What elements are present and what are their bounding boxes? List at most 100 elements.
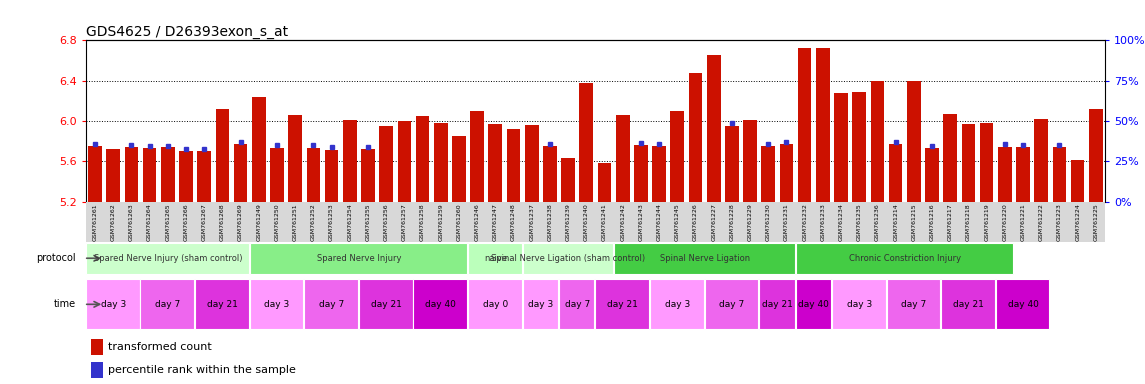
Text: day 40: day 40 bbox=[425, 300, 456, 309]
Text: GSM761224: GSM761224 bbox=[1075, 204, 1080, 242]
Text: GSM761253: GSM761253 bbox=[329, 204, 334, 242]
Bar bbox=[962, 124, 976, 202]
Bar bbox=[706, 55, 720, 202]
Text: GSM761235: GSM761235 bbox=[856, 204, 862, 242]
Bar bbox=[614, 243, 795, 274]
Bar bbox=[468, 280, 522, 329]
Bar bbox=[616, 115, 630, 202]
Bar bbox=[434, 123, 448, 202]
Bar bbox=[342, 120, 356, 202]
Bar bbox=[289, 115, 302, 202]
Bar bbox=[106, 149, 120, 202]
Text: GSM761234: GSM761234 bbox=[838, 204, 844, 242]
Text: GSM761247: GSM761247 bbox=[492, 204, 498, 242]
Text: Spared Nerve Injury: Spared Nerve Injury bbox=[316, 254, 401, 263]
Text: time: time bbox=[54, 299, 76, 310]
Text: Chronic Constriction Injury: Chronic Constriction Injury bbox=[848, 254, 961, 263]
Bar bbox=[1034, 119, 1048, 202]
Text: GSM761257: GSM761257 bbox=[402, 204, 406, 242]
Text: day 40: day 40 bbox=[1008, 300, 1039, 309]
Text: GSM761269: GSM761269 bbox=[238, 204, 243, 242]
Bar bbox=[141, 280, 195, 329]
Bar bbox=[270, 148, 284, 202]
Bar bbox=[305, 280, 358, 329]
Text: GSM761248: GSM761248 bbox=[511, 204, 516, 242]
Text: GSM761262: GSM761262 bbox=[111, 204, 116, 242]
Text: day 3: day 3 bbox=[101, 300, 126, 309]
Bar bbox=[543, 146, 556, 202]
Bar bbox=[780, 144, 793, 202]
Bar bbox=[998, 147, 1012, 202]
Text: GSM761215: GSM761215 bbox=[911, 204, 916, 241]
Bar bbox=[559, 280, 594, 329]
Text: GSM761226: GSM761226 bbox=[693, 204, 698, 242]
Text: day 3: day 3 bbox=[846, 300, 871, 309]
Bar bbox=[507, 129, 520, 202]
Bar bbox=[234, 144, 247, 202]
Text: GSM761229: GSM761229 bbox=[748, 204, 752, 242]
Text: GSM761254: GSM761254 bbox=[347, 204, 353, 242]
Bar bbox=[725, 126, 739, 202]
Bar bbox=[761, 146, 775, 202]
Text: GSM761227: GSM761227 bbox=[711, 204, 716, 242]
Text: day 3: day 3 bbox=[264, 300, 290, 309]
Bar bbox=[90, 339, 103, 355]
Text: GSM761233: GSM761233 bbox=[820, 204, 826, 242]
Bar bbox=[250, 280, 303, 329]
Text: GSM761214: GSM761214 bbox=[893, 204, 898, 242]
Bar bbox=[358, 280, 412, 329]
Text: GSM761259: GSM761259 bbox=[439, 204, 443, 242]
Bar bbox=[870, 81, 884, 202]
Bar bbox=[250, 243, 467, 274]
Bar bbox=[561, 158, 575, 202]
Bar bbox=[86, 243, 248, 274]
Text: GSM761252: GSM761252 bbox=[310, 204, 316, 242]
Bar bbox=[925, 148, 939, 202]
Bar bbox=[832, 280, 885, 329]
Bar bbox=[325, 150, 339, 202]
Bar bbox=[215, 109, 229, 202]
Text: day 21: day 21 bbox=[761, 300, 792, 309]
Text: day 7: day 7 bbox=[564, 300, 590, 309]
Bar bbox=[816, 48, 830, 202]
Bar bbox=[524, 125, 538, 202]
Text: day 21: day 21 bbox=[953, 300, 984, 309]
Text: GSM761242: GSM761242 bbox=[621, 204, 625, 242]
Text: GDS4625 / D26393exon_s_at: GDS4625 / D26393exon_s_at bbox=[86, 25, 289, 39]
Text: GSM761240: GSM761240 bbox=[584, 204, 589, 242]
Text: GSM761243: GSM761243 bbox=[639, 204, 643, 242]
Bar bbox=[397, 121, 411, 202]
Bar bbox=[252, 97, 266, 202]
Bar bbox=[471, 111, 484, 202]
Bar bbox=[413, 280, 467, 329]
Bar bbox=[579, 83, 593, 202]
Text: GSM761266: GSM761266 bbox=[183, 204, 189, 241]
Bar bbox=[653, 146, 666, 202]
Text: transformed count: transformed count bbox=[109, 342, 212, 352]
Text: Spared Nerve Injury (sham control): Spared Nerve Injury (sham control) bbox=[94, 254, 242, 263]
Text: day 3: day 3 bbox=[664, 300, 690, 309]
Text: GSM761221: GSM761221 bbox=[1020, 204, 1026, 242]
Bar bbox=[307, 148, 321, 202]
Text: Spinal Nerve Ligation: Spinal Nerve Ligation bbox=[660, 254, 750, 263]
Bar bbox=[598, 163, 611, 202]
Text: GSM761263: GSM761263 bbox=[129, 204, 134, 242]
Text: day 40: day 40 bbox=[798, 300, 829, 309]
Bar bbox=[179, 151, 192, 202]
Bar bbox=[468, 243, 522, 274]
Bar bbox=[361, 149, 374, 202]
Text: GSM761267: GSM761267 bbox=[202, 204, 206, 242]
Bar bbox=[125, 147, 139, 202]
Text: GSM761230: GSM761230 bbox=[766, 204, 771, 242]
Text: GSM761255: GSM761255 bbox=[365, 204, 371, 241]
Text: naive: naive bbox=[483, 254, 507, 263]
Text: GSM761225: GSM761225 bbox=[1093, 204, 1098, 242]
Text: GSM761219: GSM761219 bbox=[985, 204, 989, 242]
Bar bbox=[996, 280, 1050, 329]
Text: day 3: day 3 bbox=[528, 300, 553, 309]
Bar bbox=[195, 280, 248, 329]
Text: GSM761249: GSM761249 bbox=[256, 204, 261, 242]
Text: GSM761218: GSM761218 bbox=[966, 204, 971, 241]
Bar bbox=[941, 280, 995, 329]
Text: protocol: protocol bbox=[35, 253, 76, 263]
